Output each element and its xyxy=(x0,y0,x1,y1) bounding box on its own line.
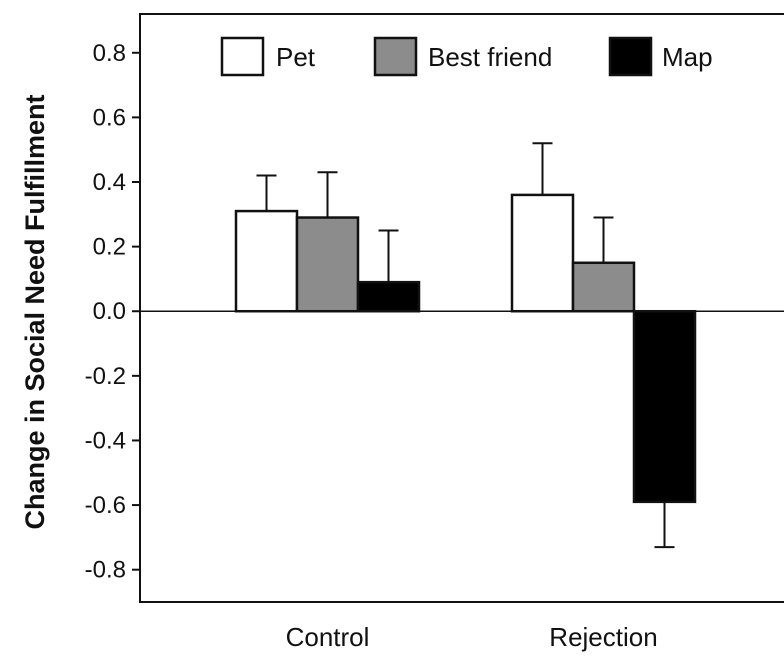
bar-map-control xyxy=(356,280,421,313)
error-bars xyxy=(256,142,675,549)
y-tick-label: 0.4 xyxy=(93,169,126,196)
legend-label: Pet xyxy=(276,42,316,72)
plot-border xyxy=(139,13,784,603)
bars xyxy=(234,193,697,504)
category-label: Control xyxy=(286,622,370,652)
bar-pet-control xyxy=(234,209,299,313)
y-axis-label: Change in Social Need Fulfillment xyxy=(20,94,50,529)
bar-pet-rejection xyxy=(510,193,575,313)
y-tick-label: -0.4 xyxy=(85,427,126,454)
bar-best-friend-control xyxy=(295,216,360,313)
legend-label: Map xyxy=(662,42,713,72)
y-tick-label: -0.8 xyxy=(85,557,126,584)
y-tick-label: 0.0 xyxy=(93,298,126,325)
y-tick-label: 0.6 xyxy=(93,104,126,131)
y-tick-label: -0.6 xyxy=(85,492,126,519)
legend-swatch xyxy=(220,36,265,77)
legend: Pet Best friend Map xyxy=(220,36,713,77)
category-label: Rejection xyxy=(549,622,657,652)
y-tick-label: -0.2 xyxy=(85,363,126,390)
y-tick-label: 0.8 xyxy=(93,40,126,67)
bar-best-friend-rejection xyxy=(571,261,636,313)
bar-map-rejection xyxy=(632,309,697,504)
x-axis: Control Rejection xyxy=(286,622,658,652)
legend-label: Best friend xyxy=(428,42,552,72)
y-tick-label: 0.2 xyxy=(93,234,126,261)
y-axis: 0.8 0.6 0.4 0.2 0.0 -0.2 -0.4 -0.6 -0.8 xyxy=(85,40,140,584)
plot-frame xyxy=(139,13,784,603)
legend-swatch xyxy=(608,36,653,77)
legend-swatch xyxy=(373,36,418,77)
